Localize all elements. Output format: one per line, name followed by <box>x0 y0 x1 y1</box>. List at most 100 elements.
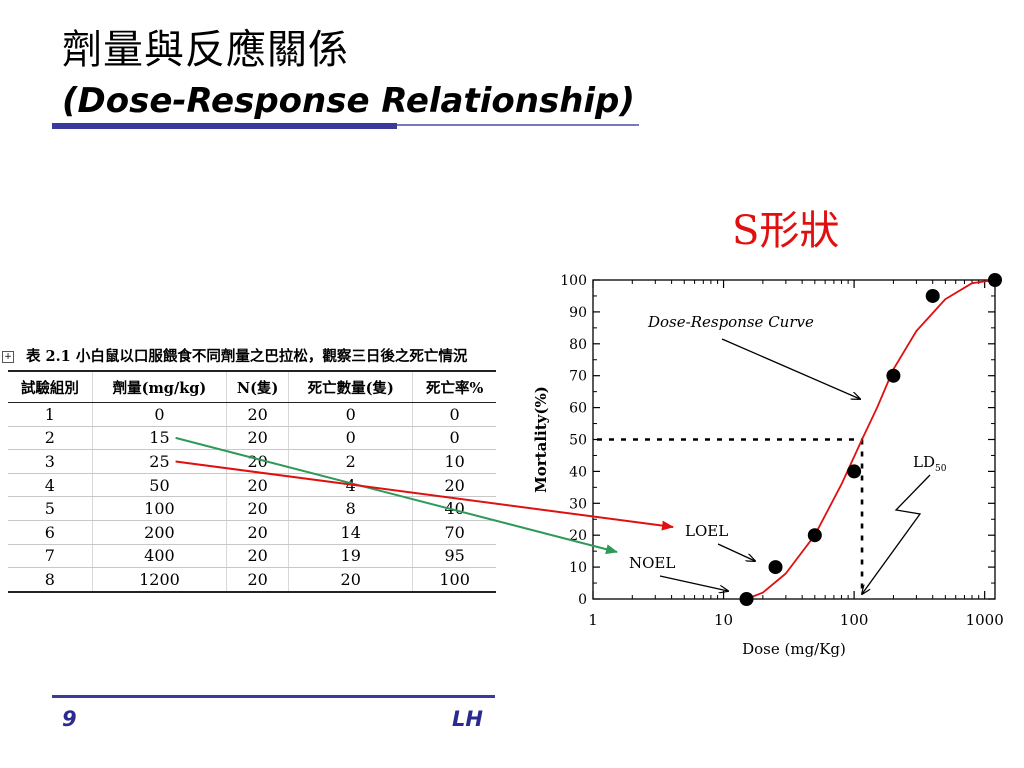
x-tick-label: 10 <box>714 611 733 629</box>
table-cell: 20 <box>226 496 289 521</box>
table-cell: 20 <box>226 426 289 451</box>
curve-line <box>746 279 996 600</box>
annotation-dose-response-curve: Dose-Response Curve <box>647 313 814 331</box>
y-tick-label: 50 <box>569 433 587 449</box>
ld50-lightning-pointer <box>862 474 931 594</box>
x-tick-label: 1 <box>588 611 598 629</box>
table-cell: 6 <box>8 520 93 545</box>
table-cell: 2 <box>288 449 413 474</box>
table-cell: 19 <box>288 544 413 569</box>
table-cell: 50 <box>91 473 227 498</box>
table-row: 2 15 20 0 0 <box>8 426 496 451</box>
y-tick-label: 90 <box>569 305 587 321</box>
table-cell: 4 <box>8 473 93 498</box>
table-caption-text: 表 2.1 小白鼠以口服餵食不同劑量之巴拉松，觀察三日後之死亡情況 <box>26 348 468 365</box>
table-cell: 100 <box>91 496 227 521</box>
table-cell: 95 <box>412 544 496 569</box>
page-number: 9 <box>62 707 77 731</box>
s-shape-label: S形狀 <box>732 208 840 254</box>
table-row: 8 1200 20 20 100 <box>8 567 496 593</box>
table-cell: 2 <box>8 426 93 451</box>
table-cell: 20 <box>226 567 289 593</box>
y-tick-label: 0 <box>578 592 587 608</box>
table-caption: + 表 2.1 小白鼠以口服餵食不同劑量之巴拉松，觀察三日後之死亡情況 <box>2 344 496 370</box>
annotation-curve-pointer <box>721 338 860 399</box>
table-cell: 7 <box>8 544 93 569</box>
table-cell: 1 <box>8 402 93 427</box>
table-cell: 20 <box>226 402 289 427</box>
noel-link-arrow <box>175 436 618 555</box>
y-tick-label: 80 <box>569 337 587 353</box>
title-underline-thin <box>397 124 639 126</box>
table-row: 5 100 20 8 40 <box>8 496 496 521</box>
loel-link-arrow <box>175 460 674 531</box>
table-header-cell: N(隻) <box>226 370 289 403</box>
y-tick-label: 30 <box>569 496 587 512</box>
table-cell: 20 <box>412 473 496 498</box>
annotation-noel-pointer <box>659 575 728 591</box>
table-cell: 3 <box>8 449 93 474</box>
table-cell: 8 <box>8 567 93 593</box>
table-row: 7 400 20 19 95 <box>8 544 496 569</box>
data-point <box>807 528 822 543</box>
table-cell: 70 <box>412 520 496 545</box>
y-tick-label: 10 <box>569 560 587 576</box>
annotation-noel: NOEL <box>629 554 675 572</box>
slide-title-chinese: 劑量與反應關係 <box>62 27 349 73</box>
x-tick-label: 100 <box>840 611 869 629</box>
table-header-cell: 死亡數量(隻) <box>288 370 413 403</box>
table-cell: 20 <box>288 567 413 593</box>
ld50-reference-lines <box>597 438 864 595</box>
table-cell: 0 <box>288 402 413 427</box>
table-cell: 100 <box>412 567 496 593</box>
x-axis-label: Dose (mg/Kg) <box>742 640 846 658</box>
table-cell: 1200 <box>91 567 227 593</box>
table-header-row: 試驗組別 劑量(mg/kg) N(隻) 死亡數量(隻) 死亡率% <box>8 370 496 403</box>
table-cell: 0 <box>288 426 413 451</box>
table-cell: 200 <box>91 520 227 545</box>
annotation-ld50-text: LD <box>913 453 935 471</box>
table-header-cell: 劑量(mg/kg) <box>91 370 227 403</box>
table-cell: 20 <box>226 473 289 498</box>
footer-rule <box>52 695 495 698</box>
mortality-table-panel: + 表 2.1 小白鼠以口服餵食不同劑量之巴拉松，觀察三日後之死亡情況 試驗組別… <box>2 344 496 593</box>
table-cell: 10 <box>412 449 496 474</box>
dose-response-curve <box>746 279 996 600</box>
table-cell: 14 <box>288 520 413 545</box>
table-body: 1020002152000325202104502042051002084062… <box>8 402 496 593</box>
table-cell: 8 <box>288 496 413 521</box>
title-underline-thick <box>52 123 397 129</box>
table-cell: 0 <box>91 402 227 427</box>
table-header-cell: 死亡率% <box>412 370 496 403</box>
table-row: 1 0 20 0 0 <box>8 402 496 427</box>
data-point <box>847 464 862 479</box>
table-to-chart-arrows <box>175 436 674 555</box>
mortality-table: 試驗組別 劑量(mg/kg) N(隻) 死亡數量(隻) 死亡率% 1 0 20 0 0 2 15 20… <box>8 370 496 593</box>
table-cell: 20 <box>226 520 289 545</box>
chart-annotations: Dose-Response Curve LOEL NOEL LD50 <box>629 313 947 594</box>
data-point <box>886 368 901 383</box>
slide-title-english: (Dose-Response Relationship) <box>62 81 635 121</box>
table-header-cell: 試驗組別 <box>8 370 93 403</box>
table-cell: 400 <box>91 544 227 569</box>
table-row: 6 200 20 14 70 <box>8 520 496 545</box>
table-cell: 20 <box>226 544 289 569</box>
y-axis-label: Mortality(%) <box>532 386 550 493</box>
author-initials: LH <box>452 707 483 731</box>
annotation-ld50-subscript: 50 <box>935 464 947 474</box>
annotation-loel-pointer <box>717 543 755 561</box>
data-point <box>988 273 1002 287</box>
x-tick-label: 1000 <box>966 611 1004 629</box>
y-tick-label: 100 <box>560 273 587 289</box>
data-point <box>925 288 940 303</box>
table-cell: 25 <box>91 449 227 474</box>
table-cell: 0 <box>412 402 496 427</box>
table-cell: 5 <box>8 496 93 521</box>
annotation-loel: LOEL <box>685 522 728 540</box>
table-cell: 0 <box>412 426 496 451</box>
y-tick-label: 70 <box>569 369 587 385</box>
table-move-handle-icon[interactable]: + <box>2 351 14 363</box>
table-row: 45020420 <box>8 473 496 498</box>
